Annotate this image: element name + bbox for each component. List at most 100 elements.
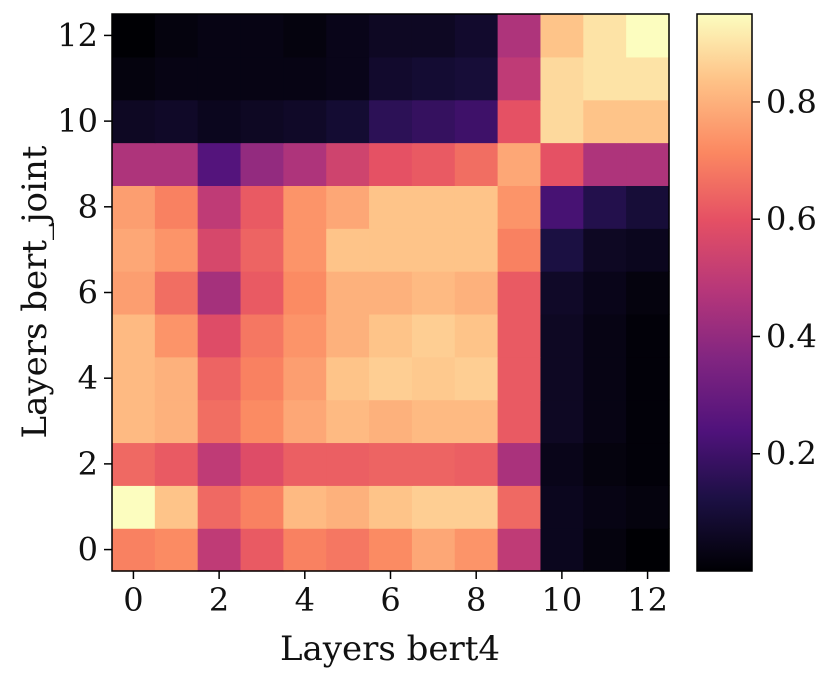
heatmap-cell-x10-y7 [540, 228, 584, 272]
y-tick-label: 0 [78, 531, 98, 569]
heatmap-cell-x9-y1 [497, 485, 542, 529]
heatmap-cell-x4-y3 [283, 399, 327, 444]
heatmap-cell-x4-y10 [283, 99, 327, 144]
y-tick-label: 8 [78, 188, 98, 226]
y-tick-label: 4 [78, 359, 98, 397]
heatmap-cells [112, 14, 670, 572]
heatmap-cell-x8-y10 [454, 99, 499, 144]
heatmap-cell-x2-y4 [197, 356, 242, 401]
heatmap-cell-x1-y5 [154, 313, 199, 358]
heatmap-cell-x0-y1 [112, 485, 156, 529]
y-tick-label: 12 [57, 16, 98, 54]
heatmap-cell-x0-y7 [112, 228, 156, 272]
heatmap-cell-x1-y12 [154, 14, 199, 58]
heatmap-cell-x2-y3 [197, 399, 242, 444]
heatmap-cell-x12-y12 [626, 14, 670, 58]
heatmap-cell-x10-y10 [540, 99, 584, 144]
heatmap-cell-x10-y0 [540, 528, 584, 572]
heatmap-cell-x5-y3 [326, 399, 370, 444]
heatmap-cell-x9-y4 [497, 356, 542, 401]
heatmap-cell-x11-y0 [583, 528, 627, 572]
heatmap-cell-x8-y4 [454, 356, 499, 401]
heatmap-cell-x8-y8 [454, 185, 499, 229]
heatmap-cell-x12-y1 [626, 485, 670, 529]
heatmap-cell-x0-y2 [112, 442, 156, 486]
heatmap-cell-x7-y2 [411, 442, 456, 486]
heatmap-cell-x4-y8 [283, 185, 327, 229]
heatmap-cell-x4-y5 [283, 313, 327, 358]
heatmap-cell-x4-y4 [283, 356, 327, 401]
heatmap-cell-x3-y4 [240, 356, 284, 401]
heatmap-cell-x8-y6 [454, 271, 499, 315]
heatmap-cell-x1-y3 [154, 399, 199, 444]
heatmap-cell-x11-y4 [583, 356, 627, 401]
heatmap-cell-x6-y2 [369, 442, 413, 486]
colorbar-tick-label: 0.2 [766, 435, 817, 473]
y-axis-ticks: 0 2 4 6 8 10 12 [57, 16, 112, 569]
heatmap-cell-x12-y3 [626, 399, 670, 444]
heatmap-cell-x10-y12 [540, 14, 584, 58]
x-tick-label: 12 [627, 581, 668, 619]
heatmap-cell-x3-y3 [240, 399, 284, 444]
heatmap-cell-x11-y7 [583, 228, 627, 272]
heatmap-cell-x5-y11 [326, 56, 370, 101]
x-tick-label: 0 [123, 581, 143, 619]
heatmap-cell-x11-y12 [583, 14, 627, 58]
heatmap-cell-x7-y3 [411, 399, 456, 444]
heatmap-cell-x3-y8 [240, 185, 284, 229]
heatmap-cell-x11-y9 [583, 142, 627, 186]
heatmap-cell-x10-y8 [540, 185, 584, 229]
heatmap-cell-x4-y6 [283, 271, 327, 315]
heatmap-cell-x10-y9 [540, 142, 584, 186]
heatmap-cell-x7-y9 [411, 142, 456, 186]
x-tick-label: 10 [542, 581, 583, 619]
heatmap-cell-x9-y0 [497, 528, 542, 572]
colorbar-tick-label: 0.8 [766, 83, 817, 121]
heatmap-cell-x10-y6 [540, 271, 584, 315]
heatmap-cell-x9-y7 [497, 228, 542, 272]
heatmap-cell-x6-y5 [369, 313, 413, 358]
heatmap-cell-x6-y3 [369, 399, 413, 444]
heatmap-cell-x11-y5 [583, 313, 627, 358]
heatmap-cell-x10-y1 [540, 485, 584, 529]
heatmap-cell-x8-y7 [454, 228, 499, 272]
heatmap-cell-x12-y6 [626, 271, 670, 315]
heatmap-cell-x7-y7 [411, 228, 456, 272]
heatmap-cell-x1-y4 [154, 356, 199, 401]
heatmap-cell-x8-y11 [454, 56, 499, 101]
heatmap-cell-x7-y10 [411, 99, 456, 144]
heatmap-cell-x6-y6 [369, 271, 413, 315]
heatmap-cell-x6-y4 [369, 356, 413, 401]
heatmap-cell-x12-y10 [626, 99, 670, 144]
x-axis-ticks: 0 2 4 6 8 10 12 [123, 571, 668, 619]
heatmap-cell-x0-y6 [112, 271, 156, 315]
heatmap-cell-x10-y2 [540, 442, 584, 486]
colorbar-ticks: 0.2 0.4 0.6 0.8 [752, 83, 817, 473]
heatmap-cell-x11-y8 [583, 185, 627, 229]
heatmap-cell-x3-y5 [240, 313, 284, 358]
y-tick-label: 6 [78, 274, 98, 312]
heatmap-cell-x1-y8 [154, 185, 199, 229]
heatmap-cell-x7-y8 [411, 185, 456, 229]
heatmap-cell-x7-y1 [411, 485, 456, 529]
colorbar-tick-label: 0.4 [766, 317, 817, 355]
heatmap-cell-x8-y3 [454, 399, 499, 444]
heatmap-cell-x8-y0 [454, 528, 499, 572]
heatmap-cell-x10-y11 [540, 56, 584, 101]
heatmap-cell-x4-y2 [283, 442, 327, 486]
heatmap-cell-x9-y2 [497, 442, 542, 486]
heatmap-cell-x9-y8 [497, 185, 542, 229]
heatmap-cell-x2-y2 [197, 442, 242, 486]
x-tick-label: 6 [380, 581, 400, 619]
heatmap-cell-x6-y12 [369, 14, 413, 58]
x-tick-label: 2 [209, 581, 229, 619]
colorbar: 0.2 0.4 0.6 0.8 [696, 13, 817, 572]
heatmap-cell-x9-y12 [497, 14, 542, 58]
heatmap-cell-x4-y0 [283, 528, 327, 572]
heatmap-cell-x5-y12 [326, 14, 370, 58]
y-tick-label: 10 [57, 102, 98, 140]
heatmap-cell-x11-y3 [583, 399, 627, 444]
heatmap-cell-x4-y9 [283, 142, 327, 186]
x-tick-label: 8 [466, 581, 486, 619]
y-axis-label: Layers bert_joint [15, 145, 55, 438]
